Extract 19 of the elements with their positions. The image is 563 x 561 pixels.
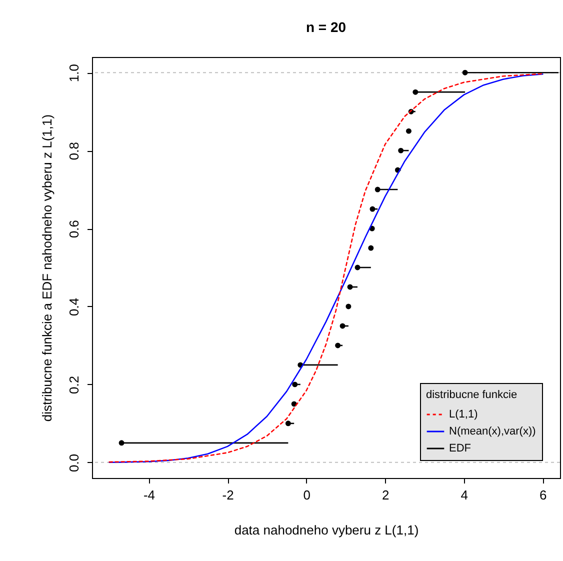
- x-tick-label: -4: [143, 488, 156, 502]
- x-tick-label: 2: [382, 488, 390, 502]
- y-tick-label: 0.4: [66, 298, 82, 316]
- legend-label: L(1,1): [449, 408, 478, 420]
- x-tick-label: 4: [460, 488, 468, 502]
- x-tick-label: -2: [222, 488, 234, 502]
- x-tick-label: 0: [303, 488, 310, 502]
- legend-title: distribucne funkcie: [426, 389, 518, 401]
- y-axis-title: distribucne funkcie a EDF nahodneho vyberu z L(1,1): [40, 114, 54, 422]
- y-tick-label: 0.2: [66, 376, 82, 394]
- x-tick-label: 6: [540, 488, 547, 502]
- chart-title: n = 20: [306, 19, 346, 35]
- y-tick-label: 0.6: [66, 220, 82, 238]
- x-axis-title: data nahodneho vyberu z L(1,1): [234, 522, 419, 538]
- legend-label: EDF: [449, 442, 472, 454]
- legend-label: N(mean(x),var(x)): [449, 426, 536, 438]
- y-tick-label: 1.0: [66, 64, 82, 82]
- y-tick-label: 0.8: [66, 142, 82, 160]
- y-tick-label: 0.0: [66, 454, 82, 472]
